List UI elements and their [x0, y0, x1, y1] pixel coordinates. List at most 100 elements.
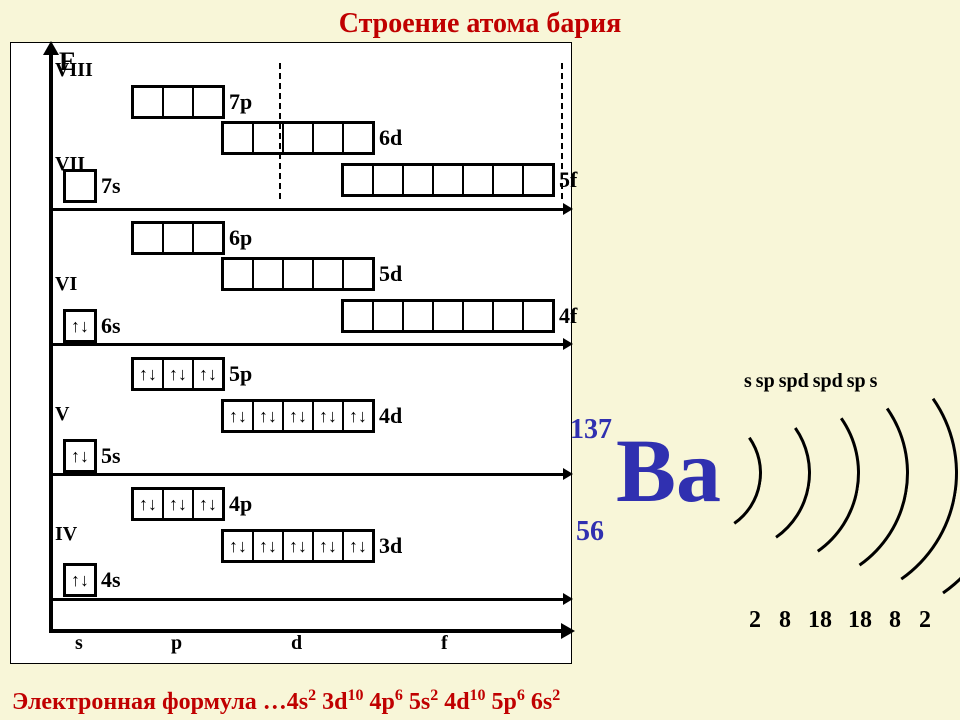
orbital-row: 7s [63, 169, 121, 203]
orbital-label: 7s [101, 173, 121, 199]
shell-label: sp [847, 370, 866, 393]
orbital-cell [524, 166, 552, 194]
period-divider [49, 598, 565, 601]
shell-count: 8 [770, 607, 800, 634]
orbital-row: 3d [221, 529, 402, 563]
shell-electron-counts: 28181882 [740, 607, 940, 634]
orbital-cell [254, 260, 284, 288]
orbital-row: 5s [63, 439, 121, 473]
shell-count: 2 [740, 607, 770, 634]
axis-tick-label: f [441, 632, 448, 655]
orbital-label: 4d [379, 403, 402, 429]
orbital-cell [224, 260, 254, 288]
shell-orbital-labels: sspspdspdsps [744, 370, 877, 393]
orbital-cell [164, 224, 194, 252]
orbital-row: 7p [131, 85, 252, 119]
orbital-cell [464, 302, 494, 330]
level-label: VI [55, 273, 77, 296]
orbital-label: 6s [101, 313, 121, 339]
shell-label: spd [813, 370, 843, 393]
orbital-cell [66, 566, 94, 594]
orbital-cell [194, 88, 222, 116]
shell-label: s [870, 370, 878, 393]
orbital-cell [314, 124, 344, 152]
orbital-row: 5f [341, 163, 577, 197]
orbital-cell [224, 124, 254, 152]
orbital-row: 6d [221, 121, 402, 155]
orbital-cell [66, 172, 94, 200]
orbital-cell [194, 224, 222, 252]
orbital-cell [134, 88, 164, 116]
orbital-label: 5s [101, 443, 121, 469]
shell-count: 18 [840, 607, 880, 634]
orbital-label: 4p [229, 491, 252, 517]
electron-formula: Электронная формула …4s2 3d10 4p6 5s2 4d… [12, 687, 952, 716]
page-title: Строение атома бария [0, 0, 960, 40]
orbital-label: 3d [379, 533, 402, 559]
shell-count: 2 [910, 607, 940, 634]
orbital-cell [254, 532, 284, 560]
period-divider [49, 343, 565, 346]
orbital-cell [284, 260, 314, 288]
orbital-cell [434, 302, 464, 330]
orbital-cell [434, 166, 464, 194]
period-divider [49, 473, 565, 476]
energy-diagram: E VIIIVIIVIVIV 7p6d5f7s6p5d4f6s5p4d5s4p3… [10, 42, 572, 664]
orbital-cell [194, 360, 222, 388]
level-label: V [55, 403, 69, 426]
atomic-number: 56 [576, 516, 604, 548]
orbital-row: 6p [131, 221, 252, 255]
orbital-cell [224, 532, 254, 560]
orbital-row: 4d [221, 399, 402, 433]
orbital-cell [284, 532, 314, 560]
guide-line [561, 63, 563, 199]
orbital-cell [524, 302, 552, 330]
orbital-cell [284, 402, 314, 430]
orbital-cell [314, 260, 344, 288]
orbital-label: 4s [101, 567, 121, 593]
electron-shell-arc [688, 302, 960, 645]
shell-count: 18 [800, 607, 840, 634]
orbital-cell [344, 402, 372, 430]
orbital-cell [344, 124, 372, 152]
orbital-cell [194, 490, 222, 518]
orbital-cell [164, 360, 194, 388]
orbital-cell [344, 302, 374, 330]
orbital-row: 4f [341, 299, 577, 333]
orbital-cell [404, 302, 434, 330]
orbital-cell [66, 442, 94, 470]
orbital-cell [66, 312, 94, 340]
orbital-cell [314, 402, 344, 430]
axis-tick-label: s [75, 632, 83, 655]
orbital-label: 4f [559, 303, 577, 329]
orbital-label: 6d [379, 125, 402, 151]
orbital-cell [494, 302, 524, 330]
orbital-cell [164, 490, 194, 518]
orbital-cell [134, 490, 164, 518]
orbital-row: 5p [131, 357, 252, 391]
orbital-label: 5p [229, 361, 252, 387]
orbital-cell [404, 166, 434, 194]
shell-label: sp [756, 370, 775, 393]
axis-x [49, 629, 565, 633]
element-shell-diagram: 137 56 Ba sspspdspdsps 28181882 [556, 370, 956, 630]
orbital-label: 6p [229, 225, 252, 251]
orbital-row: 6s [63, 309, 121, 343]
orbital-cell [224, 402, 254, 430]
mass-number: 137 [570, 414, 612, 446]
orbital-cell [314, 532, 344, 560]
shell-label: spd [779, 370, 809, 393]
level-label: VIII [55, 59, 93, 82]
orbital-cell [374, 166, 404, 194]
orbital-cell [464, 166, 494, 194]
orbital-label: 5d [379, 261, 402, 287]
orbital-cell [134, 360, 164, 388]
orbital-cell [374, 302, 404, 330]
axis-y [49, 51, 53, 629]
shell-label: s [744, 370, 752, 393]
period-divider [49, 208, 565, 211]
orbital-cell [344, 260, 372, 288]
orbital-cell [494, 166, 524, 194]
orbital-cell [134, 224, 164, 252]
orbital-row: 5d [221, 257, 402, 291]
